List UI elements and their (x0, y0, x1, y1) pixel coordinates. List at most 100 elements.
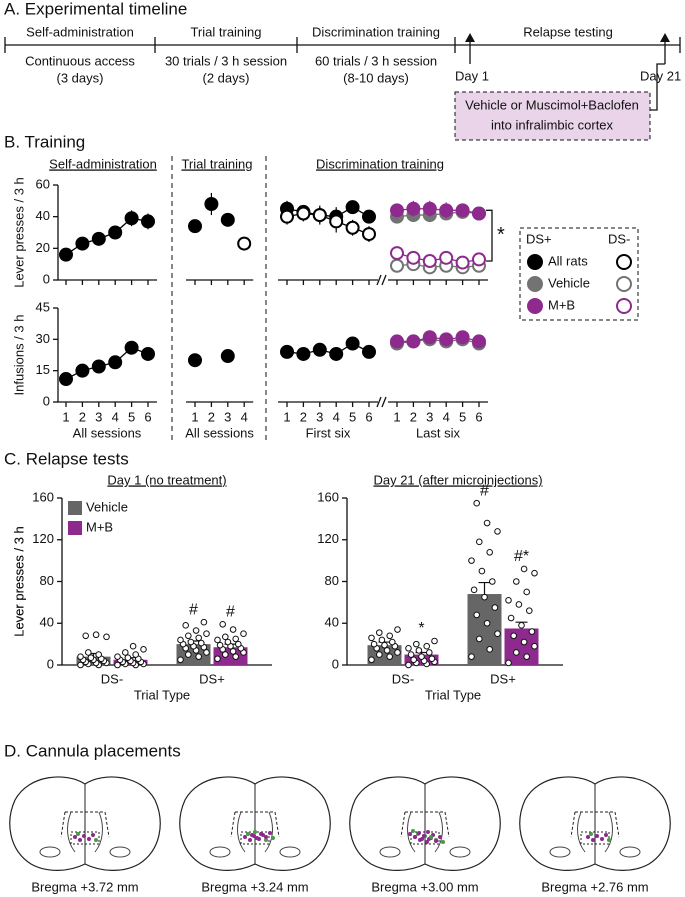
individual-point (224, 638, 232, 646)
x-tick-label: 1 (62, 409, 69, 424)
data-point (406, 334, 421, 349)
data-point (141, 214, 155, 229)
x-group-label: First six (306, 425, 351, 440)
individual-point (219, 620, 226, 628)
placement-dots (586, 832, 611, 842)
phase-name: Trial training (190, 24, 261, 39)
individual-point (473, 499, 481, 507)
individual-point (515, 601, 523, 608)
phase-detail: (3 days) (57, 70, 104, 85)
significance-mark: # (480, 482, 489, 499)
data-point (439, 250, 454, 265)
individual-point (507, 614, 515, 622)
individual-point (518, 622, 525, 629)
y-tick-label: 20 (36, 240, 50, 255)
data-point (406, 201, 421, 216)
section-label: Bregma +3.72 mm (31, 879, 138, 894)
x-tick-label: 1 (283, 409, 290, 424)
y-tick-label: 40 (36, 208, 50, 223)
individual-point (77, 653, 84, 660)
data-point (296, 346, 311, 361)
data-point (390, 334, 404, 349)
individual-point (232, 635, 239, 643)
section-label: Bregma +3.00 mm (371, 879, 478, 894)
individual-point (489, 578, 496, 585)
y-tick-label: 60 (36, 176, 50, 191)
individual-point (513, 649, 520, 656)
x-axis-label: Trial Type (425, 687, 481, 702)
individual-point (523, 588, 531, 596)
phase-detail: Continuous access (25, 53, 135, 68)
data-point (390, 258, 404, 273)
individual-point (476, 538, 483, 546)
panel-title: D. Cannula placements (4, 741, 181, 760)
data-point (124, 340, 139, 355)
legend-label: Vehicle (548, 275, 590, 290)
data-point (141, 346, 155, 361)
axis-break (376, 396, 387, 408)
x-tick-label: 6 (144, 409, 151, 424)
brain-outline (179, 776, 331, 871)
y-tick-label: 80 (40, 573, 54, 588)
individual-point (182, 622, 189, 629)
individual-point (513, 578, 520, 585)
individual-point (87, 654, 95, 661)
data-point (390, 203, 404, 218)
x-tick-label: 2 (79, 409, 86, 424)
y-tick-label: 0 (43, 393, 50, 408)
individual-point (376, 629, 383, 636)
x-tick-label: 4 (333, 409, 340, 424)
individual-point (222, 633, 229, 641)
data-point (75, 363, 90, 378)
treatment-box (454, 91, 651, 141)
individual-point (129, 642, 137, 650)
individual-point (370, 640, 378, 648)
x-tick-label: 6 (475, 409, 482, 424)
data-point (220, 212, 235, 227)
data-point (329, 346, 344, 361)
data-point (220, 349, 235, 364)
individual-point (494, 630, 501, 637)
individual-point (383, 647, 391, 654)
legend-label: All rats (548, 253, 588, 268)
y-tick-label: 15 (36, 362, 50, 377)
individual-point (468, 653, 475, 660)
data-point (362, 344, 376, 359)
data-point (124, 211, 139, 226)
legend-label: Vehicle (86, 499, 128, 514)
individual-point (103, 633, 110, 641)
axis-break (376, 274, 387, 286)
individual-point (394, 626, 401, 633)
phase-detail: (8-10 days) (343, 70, 409, 85)
x-tick-label: 4 (443, 409, 450, 424)
legend-marker (527, 254, 543, 270)
chart-title: Day 1 (no treatment) (107, 472, 226, 487)
individual-point (203, 649, 210, 656)
individual-point (368, 634, 375, 642)
y-tick-label: 45 (36, 299, 50, 314)
data-point (406, 250, 421, 265)
y-tick-label: 120 (32, 531, 54, 546)
y-axis-label: Lever presses / 3 h (11, 526, 26, 637)
x-tick-label: 1 (191, 409, 198, 424)
data-point (329, 214, 344, 229)
data-point (312, 342, 327, 357)
significance-mark: # (226, 604, 235, 621)
significance-bracket (486, 209, 493, 262)
legend-label: M+B (86, 519, 113, 534)
treatment-text: into infralimbic cortex (491, 117, 614, 132)
individual-point (473, 611, 481, 619)
individual-point (478, 567, 486, 575)
individual-point (394, 649, 401, 656)
y-tick-label: 40 (40, 615, 54, 630)
placement-dots (408, 829, 433, 839)
day-label: Day 21 (640, 68, 681, 83)
y-tick-label: 160 (32, 489, 54, 504)
legend-marker (616, 298, 632, 314)
y-tick-label: 0 (43, 271, 50, 286)
individual-point (232, 653, 239, 660)
individual-point (426, 649, 433, 656)
individual-point (214, 655, 221, 663)
x-tick-label: DS+ (490, 671, 516, 686)
